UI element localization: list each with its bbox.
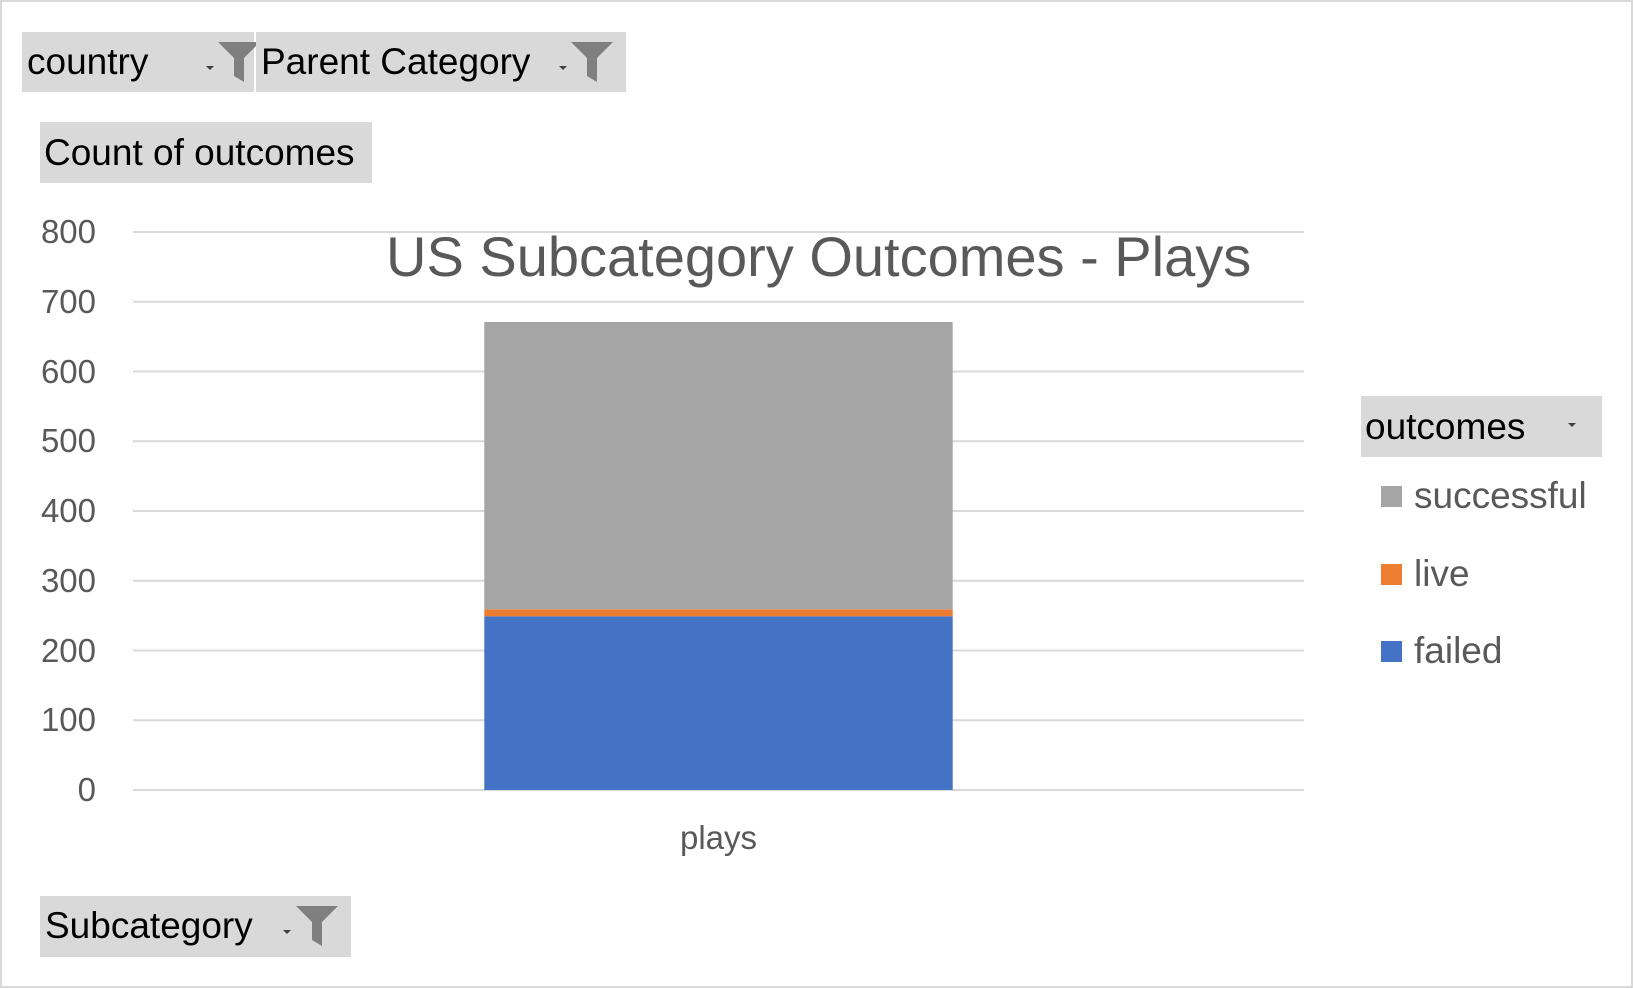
chevron-down-icon xyxy=(559,66,567,70)
y-tick-label: 400 xyxy=(40,492,96,529)
value-field-button[interactable]: Count of outcomes xyxy=(40,122,372,183)
y-tick-label: 300 xyxy=(40,561,96,599)
bar-segment-live[interactable] xyxy=(484,609,953,617)
parent-category-filter-button[interactable]: Parent Category xyxy=(256,32,626,92)
filter-funnel-icon xyxy=(296,906,338,946)
y-tick-label: 200 xyxy=(40,631,96,669)
y-tick-label: 700 xyxy=(40,282,96,320)
country-filter-button[interactable]: country xyxy=(22,32,260,92)
bar-segment-failed[interactable] xyxy=(484,616,953,790)
chart-title: US Subcategory Outcomes - Plays xyxy=(386,225,1252,288)
subcategory-filter-label: Subcategory xyxy=(45,905,253,946)
y-tick-label: 500 xyxy=(40,422,96,460)
parent-category-filter-label: Parent Category xyxy=(261,41,531,82)
x-tick-label: plays xyxy=(679,819,758,856)
country-filter-label: country xyxy=(27,41,149,82)
legend-label: failed xyxy=(1414,630,1503,671)
y-tick-label: 100 xyxy=(40,701,96,739)
legend-swatch xyxy=(1381,641,1402,662)
chevron-down-icon xyxy=(206,66,214,70)
filter-funnel-icon xyxy=(218,42,260,82)
filter-funnel-icon xyxy=(571,42,613,82)
legend-swatch xyxy=(1381,486,1402,507)
subcategory-filter-button[interactable]: Subcategory xyxy=(40,896,351,957)
chevron-down-icon xyxy=(1568,423,1576,427)
y-tick-label: 0 xyxy=(77,771,96,808)
bar-segment-successful[interactable] xyxy=(484,321,953,610)
chevron-down-icon xyxy=(283,930,291,934)
y-tick-label: 800 xyxy=(40,213,96,250)
legend-label: successful xyxy=(1414,475,1587,516)
outcomes-legend-button[interactable]: outcomes xyxy=(1361,396,1602,457)
y-tick-label: 600 xyxy=(40,352,96,390)
legend-label: live xyxy=(1414,553,1470,594)
legend-swatch xyxy=(1381,564,1402,585)
outcomes-legend-label: outcomes xyxy=(1365,406,1526,447)
